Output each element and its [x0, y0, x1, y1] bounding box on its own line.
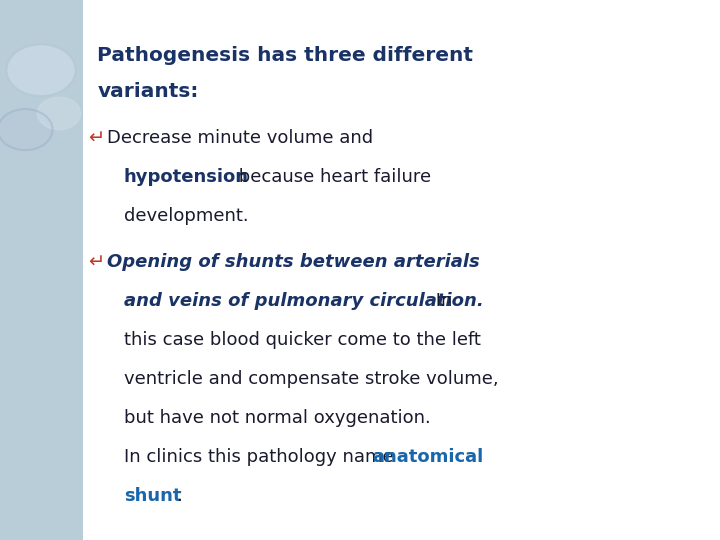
Text: In: In [430, 292, 452, 310]
Text: hypotension: hypotension [124, 167, 249, 186]
Circle shape [6, 44, 76, 96]
Text: .: . [176, 487, 181, 505]
Text: ↵: ↵ [88, 129, 104, 148]
Text: ↵: ↵ [88, 253, 104, 272]
Text: but have not normal oxygenation.: but have not normal oxygenation. [124, 409, 431, 427]
Circle shape [0, 109, 53, 150]
Text: Opening of shunts between arterials: Opening of shunts between arterials [107, 253, 480, 271]
Text: development.: development. [124, 207, 248, 225]
Text: variants:: variants: [97, 82, 199, 101]
Text: ventricle and compensate stroke volume,: ventricle and compensate stroke volume, [124, 370, 498, 388]
Text: and veins of pulmonary circulation.: and veins of pulmonary circulation. [124, 292, 484, 310]
Text: Decrease minute volume and: Decrease minute volume and [107, 129, 373, 147]
Text: Pathogenesis has three different: Pathogenesis has three different [97, 46, 473, 65]
Text: because heart failure: because heart failure [233, 167, 431, 186]
Bar [0, 0, 83, 540]
Circle shape [37, 97, 81, 130]
Text: In clinics this pathology name: In clinics this pathology name [124, 448, 399, 466]
Text: this case blood quicker come to the left: this case blood quicker come to the left [124, 331, 481, 349]
Text: shunt: shunt [124, 487, 181, 505]
Text: anatomical: anatomical [372, 448, 484, 466]
